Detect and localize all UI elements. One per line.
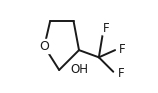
Text: F: F xyxy=(118,67,125,80)
Text: F: F xyxy=(103,22,109,35)
Text: F: F xyxy=(119,43,126,56)
Text: OH: OH xyxy=(70,63,88,76)
Text: O: O xyxy=(39,40,49,53)
